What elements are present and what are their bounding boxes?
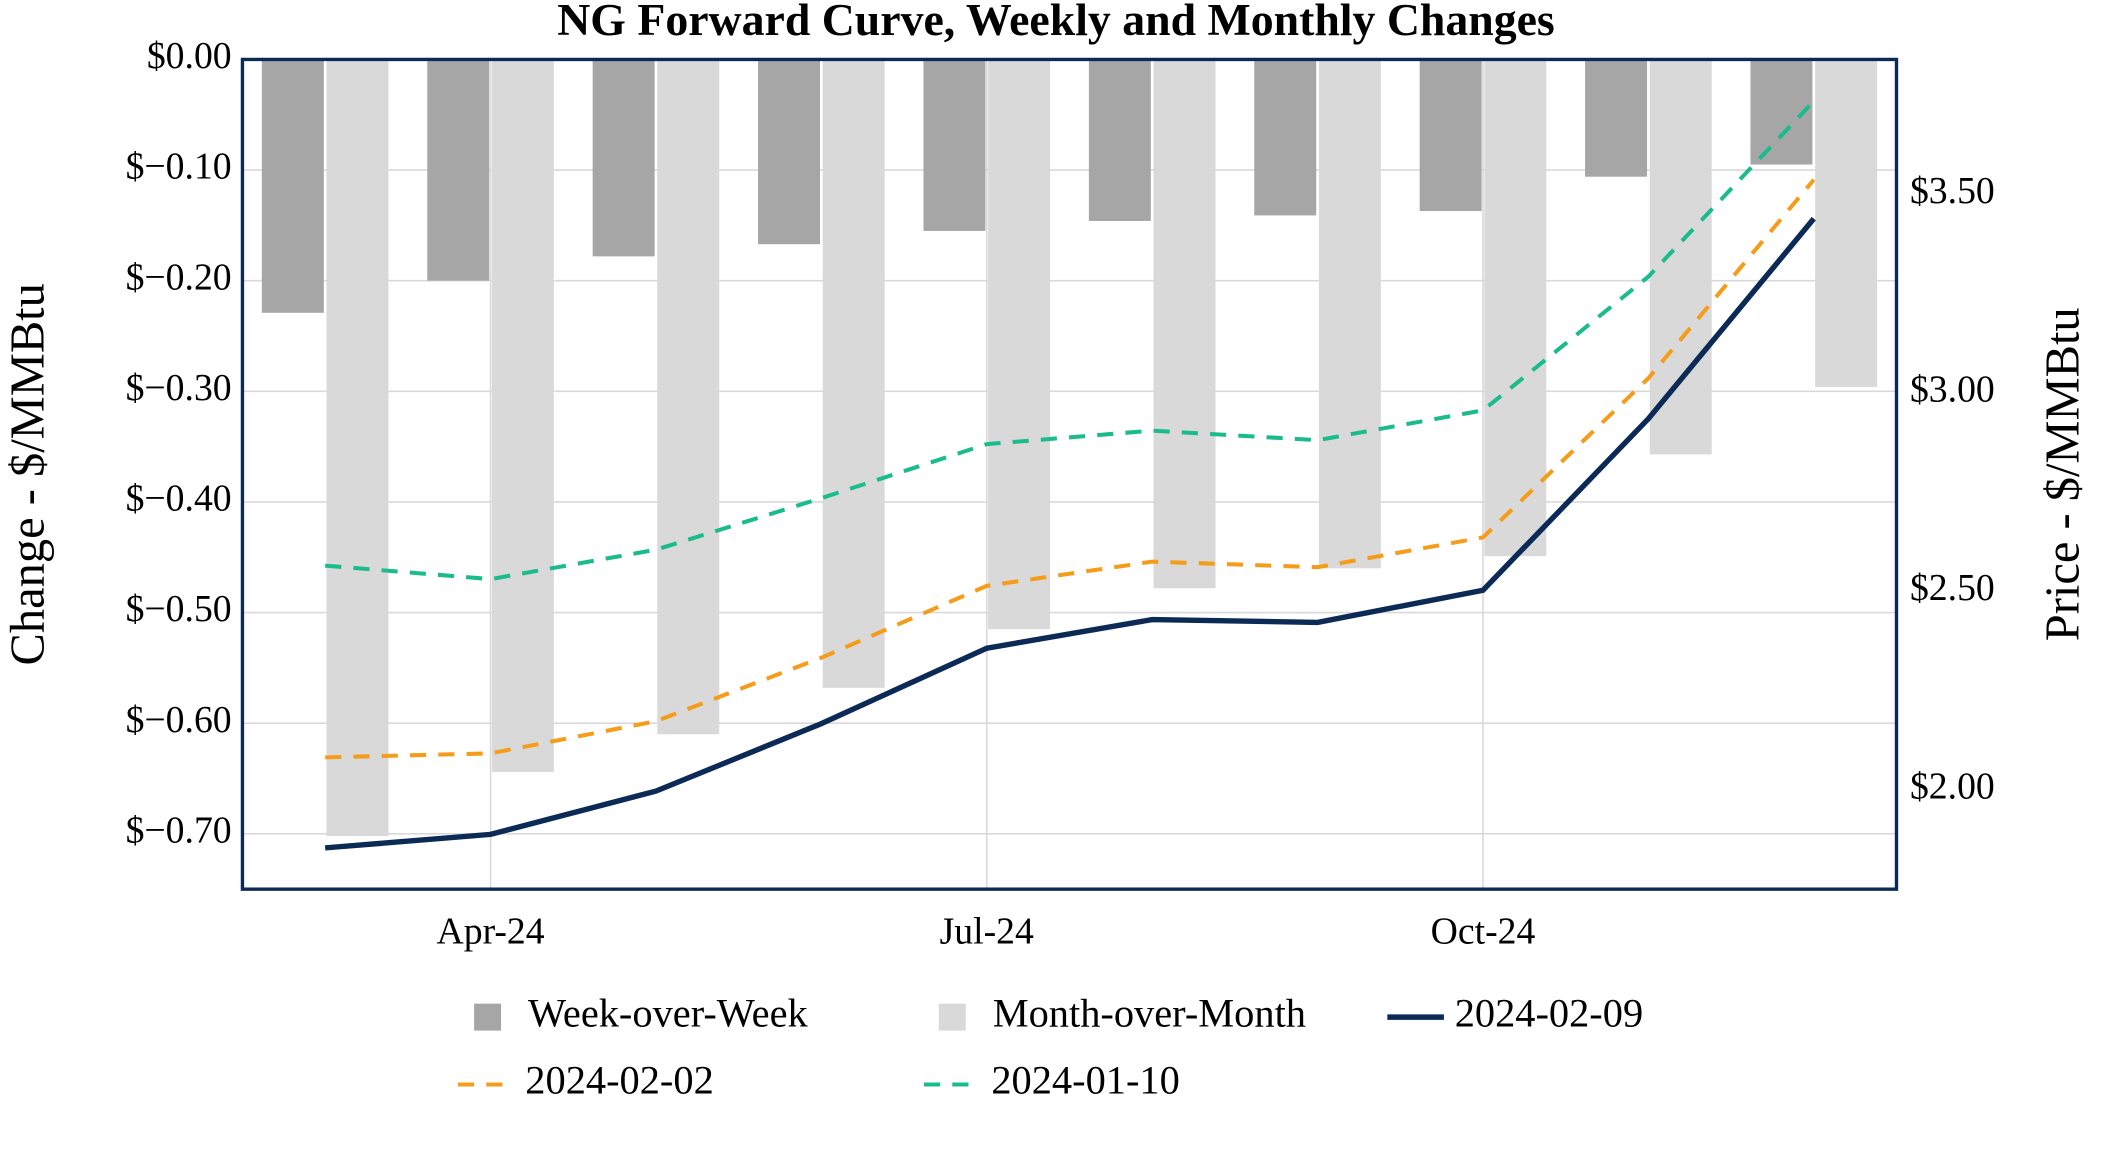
x-tick-label: Oct-24 (1431, 911, 1536, 953)
legend-swatch (938, 1003, 966, 1031)
legend-label: Month-over-Month (993, 990, 1306, 1035)
line-series (324, 216, 1816, 851)
legend-label: 2024-02-09 (1455, 990, 1643, 1035)
y-axis-label: Change - $/MMBtu (1, 283, 54, 665)
y-tick-label: $−0.60 (126, 699, 232, 741)
y-tick-label: $−0.70 (126, 810, 232, 852)
legend-label: 2024-02-02 (525, 1058, 713, 1103)
bar (326, 59, 389, 837)
bar (592, 59, 655, 257)
bar (1649, 59, 1712, 455)
legend-swatch (474, 1003, 502, 1031)
bar (1254, 59, 1317, 216)
y-tick-label: $−0.10 (126, 146, 232, 188)
y2-axis-label: Price - $/MMBtu (2037, 307, 2090, 641)
bar (1318, 59, 1381, 569)
y-tick-label: $−0.30 (126, 367, 232, 409)
bar (491, 59, 554, 772)
line-series (324, 99, 1816, 582)
legend-label: 2024-01-10 (991, 1058, 1179, 1103)
y2-tick-label: $3.50 (1910, 170, 1995, 212)
bar (758, 59, 821, 245)
bar (1153, 59, 1216, 589)
bar (1419, 59, 1482, 212)
bar (1484, 59, 1547, 557)
plot-frame (240, 57, 1899, 891)
x-tick-label: Apr-24 (436, 911, 544, 953)
y2-tick-label: $2.50 (1910, 567, 1995, 609)
legend: Week-over-Week Month-over-Month 2024-02-09… (457, 990, 1643, 1103)
bar (427, 59, 490, 281)
y-tick-label: $−0.40 (126, 478, 232, 520)
bar (1088, 59, 1151, 221)
legend-label: Week-over-Week (528, 990, 809, 1035)
bar (988, 59, 1051, 630)
bar (1815, 59, 1878, 387)
bar (923, 59, 986, 231)
bars (261, 59, 1878, 837)
ticks: $0.00 $−0.10 $−0.20 $−0.30 $−0.40 $−0.50 $−0.6… (126, 35, 1995, 953)
y-tick-label: $−0.50 (126, 588, 232, 630)
bar (261, 59, 324, 313)
y-tick-label: $−0.20 (126, 256, 232, 298)
x-tick-label: Jul-24 (940, 911, 1034, 953)
y-tick-label: $0.00 (147, 35, 232, 77)
bar (822, 59, 885, 688)
bar (1585, 59, 1648, 177)
chart-title: NG Forward Curve, Weekly and Monthly Cha… (557, 0, 1555, 45)
bar (657, 59, 720, 735)
grid (242, 58, 1897, 890)
line-series (325, 178, 1816, 760)
y2-tick-label: $3.00 (1910, 369, 1995, 411)
lines (324, 99, 1816, 851)
y2-tick-label: $2.00 (1910, 766, 1995, 808)
